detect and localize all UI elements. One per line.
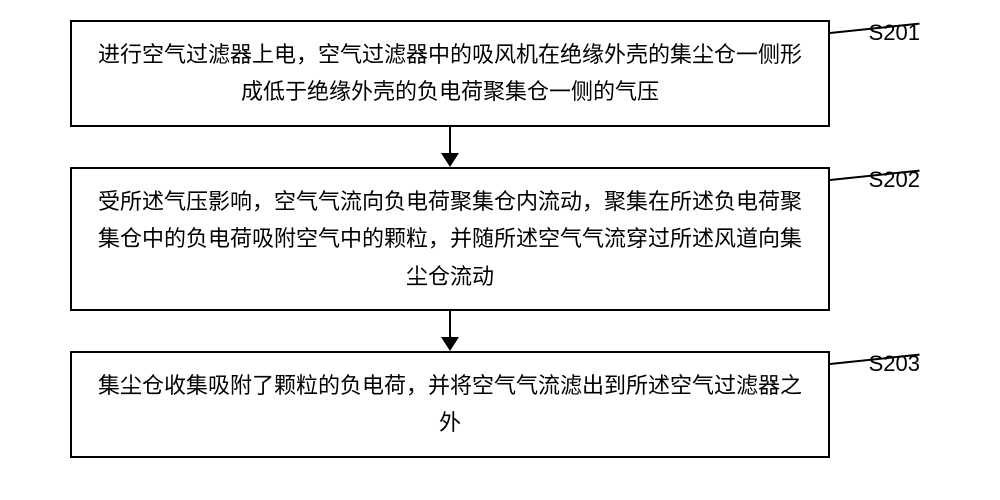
step-row-3: 集尘仓收集吸附了颗粒的负电荷，并将空气气流滤出到所述空气过滤器之外 S203 <box>40 351 960 458</box>
arrow-1 <box>441 127 459 167</box>
step-box-3: 集尘仓收集吸附了颗粒的负电荷，并将空气气流滤出到所述空气过滤器之外 <box>70 351 830 458</box>
arrow-head-icon <box>441 153 459 167</box>
flowchart-container: 进行空气过滤器上电，空气过滤器中的吸风机在绝缘外壳的集尘仓一侧形成低于绝缘外壳的… <box>40 20 960 458</box>
connector-line <box>449 127 451 153</box>
connector-line <box>449 311 451 337</box>
step-row-1: 进行空气过滤器上电，空气过滤器中的吸风机在绝缘外壳的集尘仓一侧形成低于绝缘外壳的… <box>40 20 960 127</box>
step-text: 集尘仓收集吸附了颗粒的负电荷，并将空气气流滤出到所述空气过滤器之外 <box>98 373 802 435</box>
arrow-head-icon <box>441 337 459 351</box>
step-label-3: S203 <box>869 351 920 377</box>
step-box-2: 受所述气压影响，空气气流向负电荷聚集仓内流动，聚集在所述负电荷聚集仓中的负电荷吸… <box>70 167 830 311</box>
arrow-2 <box>441 311 459 351</box>
step-text: 受所述气压影响，空气气流向负电荷聚集仓内流动，聚集在所述负电荷聚集仓中的负电荷吸… <box>98 189 802 289</box>
step-label-2: S202 <box>869 167 920 193</box>
step-label-1: S201 <box>869 20 920 46</box>
step-text: 进行空气过滤器上电，空气过滤器中的吸风机在绝缘外壳的集尘仓一侧形成低于绝缘外壳的… <box>98 42 802 104</box>
step-row-2: 受所述气压影响，空气气流向负电荷聚集仓内流动，聚集在所述负电荷聚集仓中的负电荷吸… <box>40 167 960 311</box>
step-box-1: 进行空气过滤器上电，空气过滤器中的吸风机在绝缘外壳的集尘仓一侧形成低于绝缘外壳的… <box>70 20 830 127</box>
